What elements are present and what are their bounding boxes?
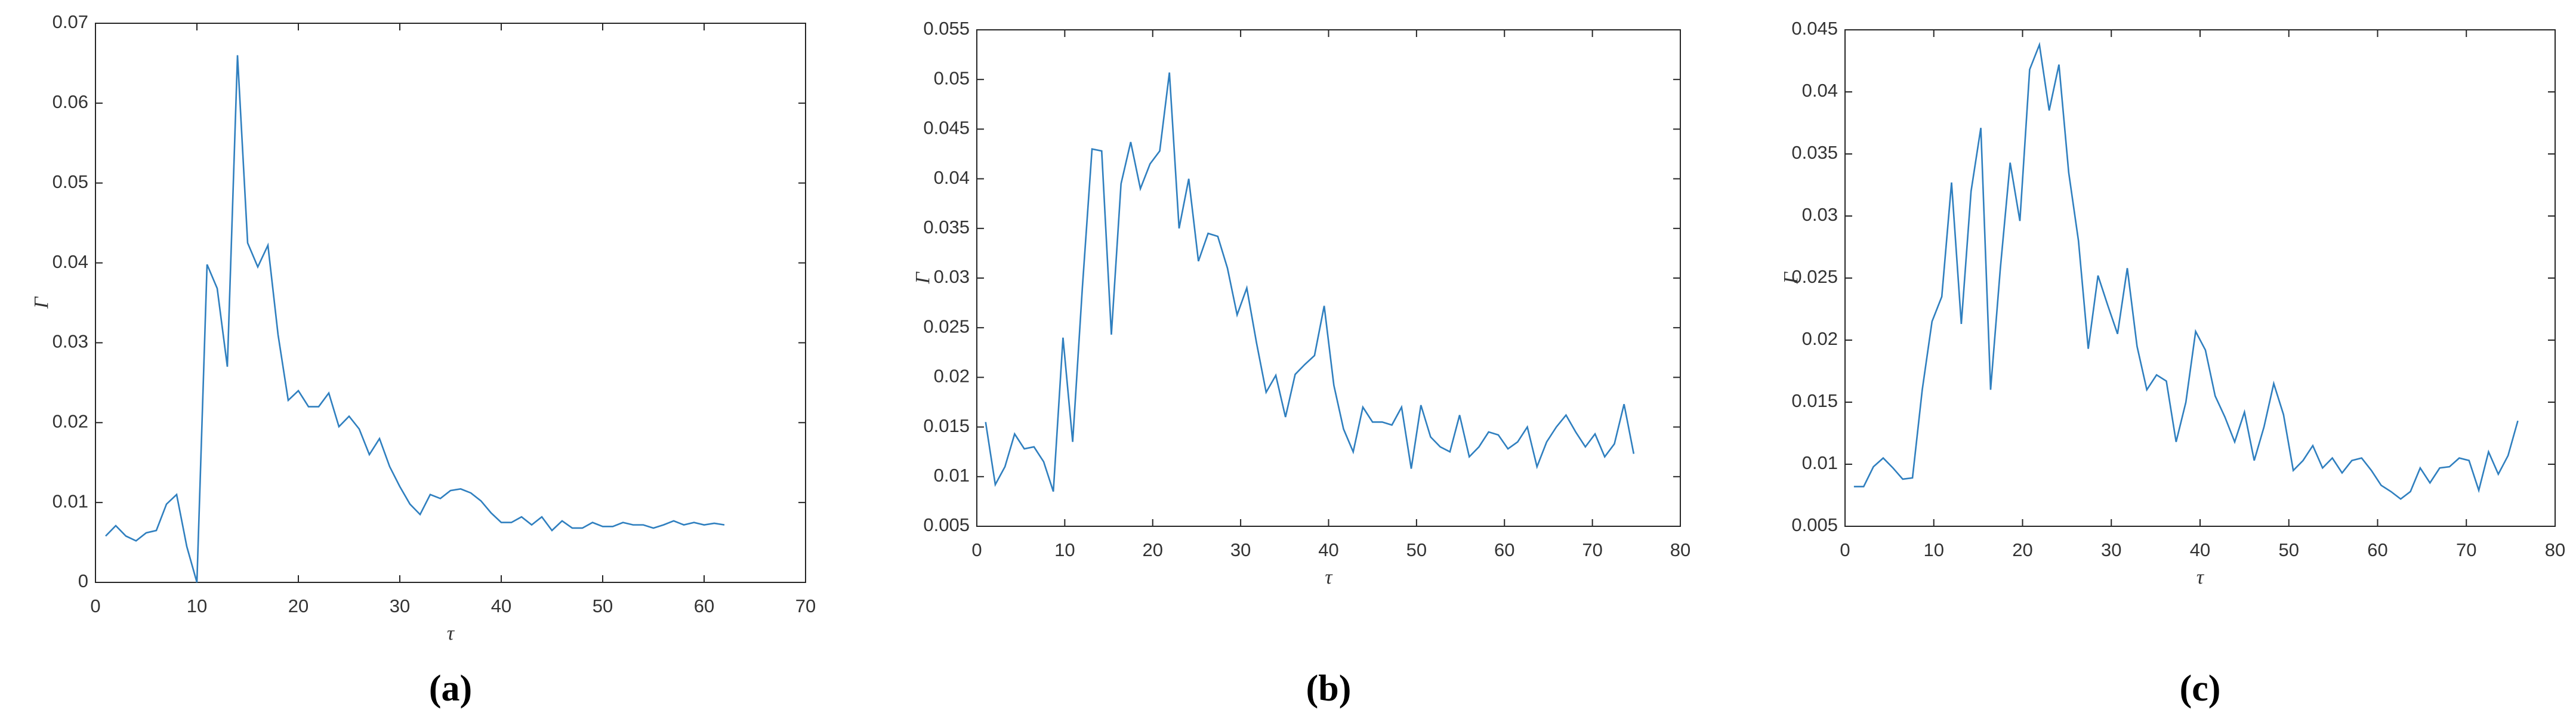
y-axis-label: Γ	[912, 272, 934, 285]
y-tick-label: 0.055	[923, 18, 970, 39]
x-tick-label: 50	[1406, 539, 1427, 560]
x-tick-label: 60	[694, 596, 714, 616]
x-tick-label: 70	[795, 596, 816, 616]
x-tick-label: 0	[90, 596, 100, 616]
y-tick-label: 0.02	[1802, 328, 1838, 349]
y-tick-label: 0.045	[923, 118, 970, 138]
caption: (c)	[2180, 668, 2221, 709]
x-axis-label: τ	[2196, 566, 2205, 588]
x-tick-label: 30	[390, 596, 410, 616]
y-tick-label: 0.03	[53, 331, 88, 352]
data-line	[985, 72, 1635, 492]
y-tick-label: 0.07	[53, 11, 88, 32]
y-tick-label: 0.035	[923, 217, 970, 237]
y-tick-label: 0.02	[934, 366, 970, 387]
x-tick-label: 60	[2367, 539, 2387, 560]
x-tick-label: 30	[2101, 539, 2121, 560]
caption: (a)	[429, 668, 472, 709]
x-tick-label: 30	[1230, 539, 1251, 560]
y-tick-label: 0.035	[1791, 142, 1838, 163]
x-tick-label: 10	[187, 596, 207, 616]
y-tick-label: 0.045	[1791, 18, 1838, 39]
y-tick-label: 0.04	[934, 167, 970, 188]
x-tick-label: 40	[2190, 539, 2210, 560]
y-tick-label: 0.01	[1802, 452, 1838, 473]
y-tick-label: 0.04	[53, 251, 88, 272]
x-tick-label: 50	[2279, 539, 2299, 560]
y-tick-label: 0.01	[934, 465, 970, 486]
data-line	[1853, 41, 2519, 500]
y-tick-label: 0.03	[1802, 204, 1838, 225]
y-tick-label: 0.025	[1791, 266, 1838, 287]
y-tick-label: 0.005	[923, 514, 970, 535]
x-axis-label: τ	[1325, 566, 1333, 588]
x-tick-label: 60	[1494, 539, 1514, 560]
y-tick-label: 0.05	[934, 67, 970, 88]
y-tick-label: 0.025	[923, 316, 970, 337]
x-tick-label: 20	[288, 596, 308, 616]
plot-frame	[95, 23, 806, 583]
data-line	[105, 55, 725, 583]
y-tick-label: 0.06	[53, 91, 88, 112]
y-axis-label: Γ	[30, 296, 53, 309]
x-tick-label: 10	[1054, 539, 1075, 560]
x-tick-label: 0	[971, 539, 982, 560]
x-tick-label: 70	[1582, 539, 1602, 560]
x-tick-label: 80	[2545, 539, 2565, 560]
x-tick-label: 10	[1924, 539, 1944, 560]
y-tick-label: 0.015	[1791, 390, 1838, 411]
x-axis-label: τ	[447, 622, 455, 644]
y-tick-label: 0.015	[923, 415, 970, 436]
y-tick-label: 0.05	[53, 171, 88, 192]
plot-frame	[976, 29, 1681, 527]
x-tick-label: 0	[1840, 539, 1850, 560]
y-tick-label: 0.03	[934, 266, 970, 287]
x-tick-label: 50	[593, 596, 613, 616]
y-tick-label: 0.04	[1802, 80, 1838, 101]
x-tick-label: 20	[2012, 539, 2032, 560]
x-tick-label: 20	[1143, 539, 1163, 560]
x-tick-label: 40	[491, 596, 511, 616]
caption: (b)	[1306, 668, 1352, 709]
y-tick-label: 0	[78, 570, 88, 591]
x-tick-label: 40	[1318, 539, 1338, 560]
x-tick-label: 80	[1670, 539, 1690, 560]
y-tick-label: 0.005	[1791, 514, 1838, 535]
y-tick-label: 0.01	[53, 490, 88, 511]
plot-frame	[1844, 29, 2556, 527]
y-axis-label: Γ	[1780, 272, 1802, 285]
y-tick-label: 0.02	[53, 411, 88, 431]
x-tick-label: 70	[2456, 539, 2476, 560]
